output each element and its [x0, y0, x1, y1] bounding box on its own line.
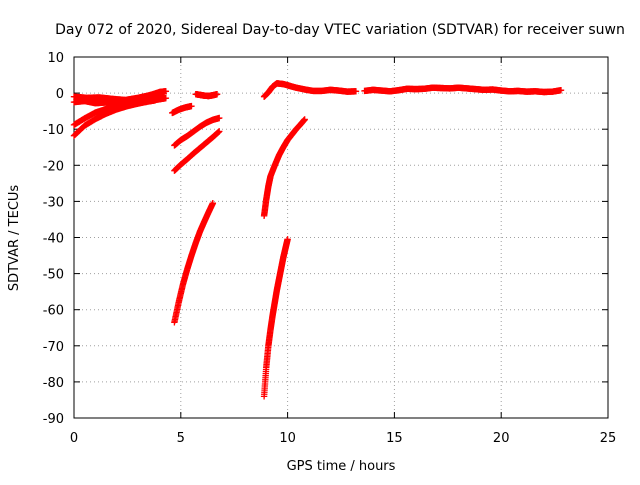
data-point — [162, 88, 170, 95]
x-axis-ticks: 0 5 10 15 20 25 — [70, 57, 616, 446]
y-tick-label: -10 — [43, 123, 64, 138]
series-arc-5 — [169, 102, 195, 117]
series-arc-4 — [70, 97, 159, 139]
y-axis-ticks: 10 0 -10 -20 -30 -40 -50 -60 -70 -80 -90 — [43, 51, 608, 427]
data-point — [216, 114, 223, 122]
grid-lines — [74, 57, 608, 418]
y-tick-label: -90 — [43, 412, 64, 427]
y-axis-label: SDTVAR / TECUs — [7, 185, 22, 292]
series-arc-10 — [260, 116, 308, 220]
series-arc-11 — [260, 236, 291, 400]
series-arc-6 — [171, 114, 223, 149]
data-point — [216, 128, 223, 135]
series-arc-8 — [192, 90, 221, 100]
y-tick-label: -20 — [43, 159, 64, 174]
x-tick-label: 25 — [600, 431, 617, 446]
y-tick-label: -30 — [43, 195, 64, 210]
x-tick-label: 20 — [493, 431, 510, 446]
x-axis-label: GPS time / hours — [287, 459, 396, 474]
data-point — [151, 97, 159, 104]
y-tick-label: -60 — [43, 304, 64, 319]
data-point — [213, 90, 221, 98]
y-tick-label: -70 — [43, 340, 64, 355]
data-point — [188, 102, 195, 110]
data-markers — [70, 80, 565, 400]
chart-title: Day 072 of 2020, Sidereal Day-to-day VTE… — [55, 22, 625, 38]
y-tick-label: -80 — [43, 376, 64, 391]
series-arc-12 — [260, 80, 360, 100]
series-arc-9 — [171, 200, 217, 326]
x-tick-label: 15 — [386, 431, 403, 446]
series-arc-13 — [361, 84, 565, 96]
data-point — [301, 116, 308, 123]
x-tick-label: 0 — [70, 431, 78, 446]
y-tick-label: -40 — [43, 232, 64, 247]
data-point — [352, 88, 360, 95]
y-tick-label: 10 — [47, 51, 64, 66]
y-tick-label: 0 — [56, 87, 64, 102]
x-tick-label: 5 — [177, 431, 185, 446]
x-tick-label: 10 — [279, 431, 296, 446]
data-point — [162, 94, 170, 102]
y-tick-label: -50 — [43, 268, 64, 283]
series-arc-7 — [171, 128, 223, 174]
data-point — [284, 236, 291, 243]
data-point — [209, 200, 217, 207]
data-point — [557, 87, 565, 94]
